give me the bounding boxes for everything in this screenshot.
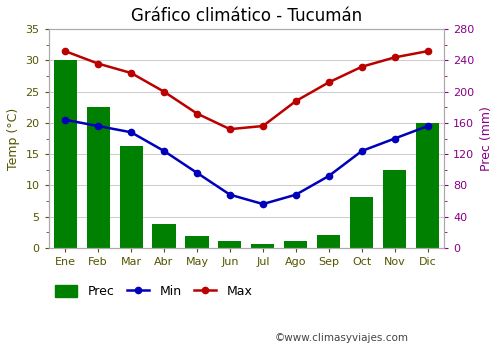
Bar: [86, 107, 110, 248]
Bar: [54, 61, 76, 248]
Y-axis label: Temp (°C): Temp (°C): [7, 107, 20, 170]
Text: ©www.climasyviajes.com: ©www.climasyviajes.com: [275, 333, 409, 343]
Bar: [252, 244, 274, 248]
Bar: [350, 197, 374, 248]
Bar: [218, 241, 242, 248]
Title: Gráfico climático - Tucumán: Gráfico climático - Tucumán: [131, 7, 362, 25]
Legend: Prec, Min, Max: Prec, Min, Max: [55, 285, 252, 298]
Bar: [120, 146, 142, 248]
Bar: [383, 170, 406, 248]
Bar: [284, 241, 308, 248]
Y-axis label: Prec (mm): Prec (mm): [480, 106, 493, 171]
Bar: [152, 224, 176, 248]
Bar: [318, 235, 340, 248]
Bar: [416, 123, 440, 248]
Bar: [186, 236, 208, 248]
